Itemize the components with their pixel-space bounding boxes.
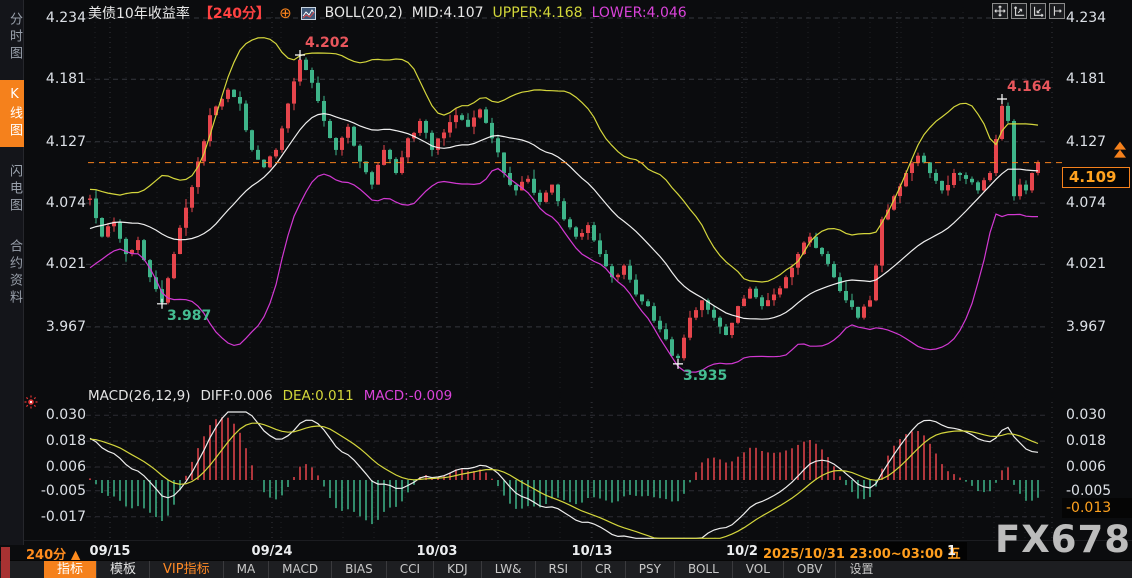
- price-axis-label: 4.021: [1066, 256, 1107, 273]
- price-axis-label: 4.021: [45, 256, 86, 273]
- price-axis-label: 4.181: [45, 71, 86, 88]
- toolbar-item[interactable]: 指标: [44, 561, 97, 578]
- toolbar-item[interactable]: LW&: [480, 561, 535, 578]
- x-axis-tick: 10/2: [726, 544, 758, 559]
- macd-axis-label: -0.005: [1066, 482, 1112, 499]
- macd-axis-label: 0.030: [1066, 407, 1107, 424]
- toolbar-item[interactable]: 模板: [96, 561, 149, 578]
- boll-mid-value: MID:4.107: [411, 5, 484, 21]
- macd-diff-value: DIFF:0.006: [200, 388, 273, 404]
- macd-axis-label: -0.017: [40, 508, 86, 525]
- boll-upper-value: UPPER:4.168: [492, 5, 583, 21]
- x-axis-tick: 09/24: [251, 544, 293, 559]
- boll-lower-value: LOWER:4.046: [591, 5, 687, 21]
- toolbar-item[interactable]: CCI: [385, 561, 433, 578]
- toolbar-item[interactable]: OBV: [782, 561, 836, 578]
- indicator-alert-icon: [24, 394, 38, 413]
- x-axis-tick: 10/13: [571, 544, 613, 559]
- price-axis-label: 4.127: [45, 133, 86, 150]
- macd-axis-label: 0.030: [45, 407, 86, 424]
- axis-zoom-vertical-icon[interactable]: [1011, 3, 1027, 19]
- price-axis-label: 3.967: [45, 318, 86, 335]
- current-price-readout: 4.109: [1062, 166, 1130, 188]
- price-annotation: 3.935: [683, 367, 728, 384]
- macd-current-value: -0.013: [1066, 500, 1112, 517]
- macd-axis-label: 0.006: [1066, 459, 1107, 476]
- toolbar-item[interactable]: RSI: [534, 561, 582, 578]
- sidebar: 分时图 K线图闪电图合约资料: [0, 0, 24, 545]
- current-price-value: 4.109: [1069, 167, 1117, 186]
- price-axis-label: 4.234: [1066, 10, 1107, 26]
- crosshair-move-icon[interactable]: [992, 3, 1008, 19]
- toolbar-item[interactable]: MACD: [268, 561, 331, 578]
- toolbar-item[interactable]: BIAS: [331, 561, 386, 578]
- macd-header: MACD(26,12,9) DIFF:0.006 DEA:0.011 MACD:…: [88, 388, 452, 404]
- sidebar-item[interactable]: 分时图: [7, 12, 22, 63]
- axis-zoom-horizontal-icon[interactable]: [1030, 3, 1046, 19]
- tick-fragment: 1: [947, 544, 957, 559]
- price-axis-label: 3.967: [1066, 318, 1107, 335]
- macd-axis-label: -0.005: [40, 482, 86, 499]
- link-charts-icon[interactable]: ⊕: [279, 4, 292, 22]
- time-range-tooltip: 2025/10/31 23:00~03:00 五: [757, 542, 967, 563]
- macd-axis-label: 0.018: [1066, 433, 1107, 450]
- x-axis-tick: 09/15: [89, 544, 131, 559]
- price-axis-label: 4.127: [1066, 133, 1107, 150]
- toolbar-item[interactable]: VOL: [731, 561, 783, 578]
- brand-watermark: FX678: [995, 518, 1132, 561]
- sidebar-item[interactable]: 闪电图: [7, 164, 22, 215]
- interval-selector[interactable]: 240分 ▲: [26, 548, 81, 563]
- instrument-title: 美债10年收益率: [88, 6, 190, 22]
- macd-current-readout: -0.013: [1062, 498, 1132, 519]
- macd-params-label: MACD(26,12,9): [88, 388, 191, 404]
- price-axis-label: 4.181: [1066, 71, 1107, 88]
- price-annotation: 4.202: [305, 35, 350, 52]
- x-axis-tick: 10/03: [416, 544, 458, 559]
- sidebar-item[interactable]: 合约资料: [7, 239, 22, 307]
- macd-dea-value: DEA:0.011: [282, 388, 354, 404]
- chart-type-icon[interactable]: [300, 6, 316, 20]
- toolbar-item[interactable]: CR: [581, 561, 625, 578]
- toolbar-item[interactable]: KDJ: [433, 561, 481, 578]
- price-axis-label: 4.074: [45, 195, 86, 212]
- toolbar-item[interactable]: PSY: [624, 561, 674, 578]
- pan-right-icon[interactable]: [1049, 3, 1065, 19]
- chart-tools: [992, 3, 1065, 19]
- indicator-toolbar: 指标 模板 VIP指标 MA MACD BIAS CCI KDJ LW& RSI CR PSY BOLL…: [0, 560, 1132, 578]
- toolbar-item[interactable]: MA: [222, 561, 269, 578]
- toolbar-items: 指标 模板 VIP指标 MA MACD BIAS CCI KDJ LW& RSI CR PSY BOLL…: [44, 561, 886, 578]
- macd-axis-label: 0.018: [45, 433, 86, 450]
- boll-params-label: BOLL(20,2): [324, 5, 403, 21]
- chart-header: 美债10年收益率 【240分】 ⊕ BOLL(20,2) MID:4.107 U…: [88, 3, 687, 23]
- price-annotation: 4.164: [1007, 78, 1052, 95]
- price-axis-label: 4.234: [45, 10, 86, 26]
- macd-axis-label: 0.006: [45, 459, 86, 476]
- corner-accent: [1, 547, 10, 578]
- sidebar-item[interactable]: K线图: [0, 80, 24, 147]
- toolbar-item[interactable]: 设置: [835, 561, 886, 578]
- macd-hist-value: MACD:-0.009: [363, 388, 453, 404]
- toolbar-item[interactable]: BOLL: [673, 561, 732, 578]
- price-annotation: 3.987: [167, 307, 212, 324]
- price-axis-label: 4.074: [1066, 195, 1107, 212]
- toolbar-item[interactable]: VIP指标: [149, 561, 223, 578]
- interval-tag[interactable]: 【240分】: [198, 6, 271, 22]
